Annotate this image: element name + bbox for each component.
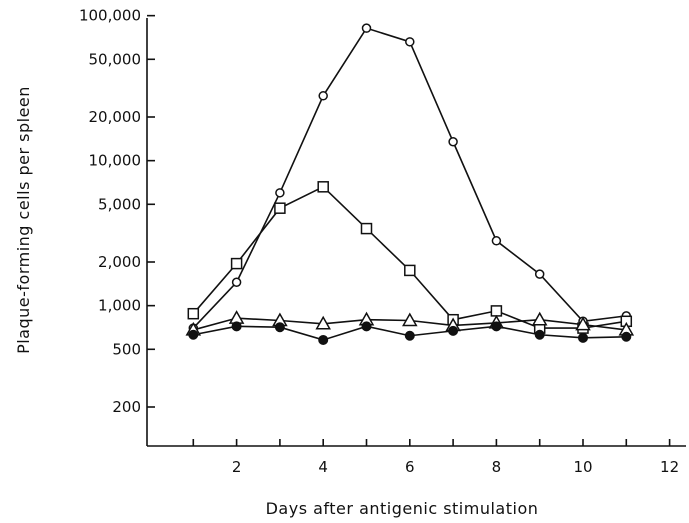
series-lines bbox=[192, 27, 627, 341]
x-tick-label: 6 bbox=[405, 458, 415, 476]
data-point-open-square bbox=[317, 181, 329, 193]
data-point-filled-circle bbox=[448, 325, 459, 336]
data-point-filled-circle bbox=[621, 331, 632, 342]
data-point-open-square bbox=[230, 257, 243, 270]
data-point-open-square bbox=[274, 202, 286, 214]
y-tick-label: 200 bbox=[112, 398, 141, 416]
y-tick-label: 10,000 bbox=[89, 152, 142, 170]
y-tick-label: 50,000 bbox=[89, 50, 142, 68]
x-tick-label: 4 bbox=[318, 458, 328, 476]
data-point-open-circle bbox=[361, 23, 372, 33]
data-point-open-square bbox=[490, 305, 503, 317]
data-point-open-circle bbox=[318, 91, 328, 101]
y-tick-label: 500 bbox=[112, 340, 141, 358]
x-tick-label: 10 bbox=[573, 458, 592, 476]
data-point-open-square bbox=[404, 264, 416, 277]
data-point-filled-circle bbox=[578, 332, 588, 343]
data-point-open-square bbox=[187, 307, 200, 320]
y-axis-title: Plaque-forming cells per spleen bbox=[14, 86, 33, 354]
y-axis: 200 500 1,000 2,000 5,000 10,000 20,000 50,000 1… bbox=[79, 7, 155, 446]
y-tick-label: 100,000 bbox=[79, 7, 141, 25]
series-line bbox=[192, 185, 627, 329]
data-point-open-triangle bbox=[531, 311, 548, 326]
data-point-filled-circle bbox=[361, 321, 372, 332]
series-line bbox=[192, 27, 627, 329]
data-point-filled-circle bbox=[274, 322, 285, 333]
data-point-open-circle bbox=[491, 236, 502, 246]
data-point-open-triangle bbox=[575, 316, 591, 331]
data-point-filled-circle bbox=[404, 330, 415, 341]
y-tick-label: 20,000 bbox=[89, 108, 142, 126]
data-point-open-circle bbox=[448, 137, 458, 147]
x-tick-label: 2 bbox=[232, 458, 242, 476]
y-tick-label: 1,000 bbox=[98, 297, 141, 315]
data-point-open-circle bbox=[405, 37, 415, 47]
data-point-open-circle bbox=[231, 277, 242, 288]
data-point-open-triangle bbox=[315, 315, 331, 330]
x-axis-title: Days after antigenic stimulation bbox=[266, 499, 539, 518]
x-tick-label: 8 bbox=[492, 458, 502, 476]
data-point-filled-circle bbox=[491, 321, 502, 332]
y-tick-label: 5,000 bbox=[98, 195, 141, 213]
data-point-open-triangle bbox=[402, 312, 418, 327]
data-point-filled-circle bbox=[188, 329, 199, 340]
data-point-open-square bbox=[360, 222, 373, 235]
data-point-filled-circle bbox=[534, 329, 545, 340]
data-point-filled-circle bbox=[318, 334, 329, 345]
y-tick-label: 2,000 bbox=[98, 253, 141, 271]
data-point-open-circle bbox=[275, 188, 285, 198]
series-markers bbox=[185, 23, 635, 345]
x-axis: 2 4 6 8 10 12 bbox=[147, 439, 686, 476]
x-tick-label: 12 bbox=[660, 458, 679, 476]
data-point-filled-circle bbox=[231, 321, 242, 332]
data-point-open-circle bbox=[534, 269, 545, 279]
